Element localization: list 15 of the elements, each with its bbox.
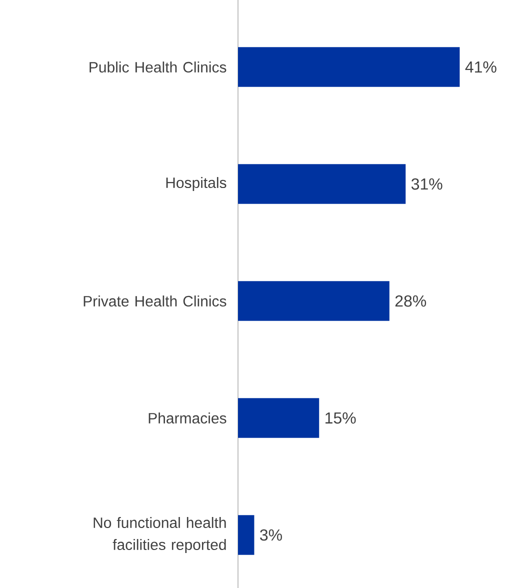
data-label: 41% [465, 61, 496, 73]
bar [238, 515, 254, 555]
y-tick-label: Hospitals [166, 177, 226, 192]
y-tick-label: Pharmacies [148, 412, 226, 424]
bar [238, 281, 390, 321]
y-tick-label: Private Health Clinics [84, 296, 226, 307]
data-label: 15% [326, 412, 356, 424]
bar [238, 47, 460, 87]
bar [238, 164, 406, 204]
data-label: 28% [395, 295, 426, 307]
y-tick-label: Public Health Clinics [90, 62, 226, 73]
data-label: 3% [260, 529, 282, 541]
data-label: 31% [411, 178, 442, 190]
bar [238, 398, 320, 438]
y-tick-label: No functional health facilities reported [94, 517, 226, 553]
